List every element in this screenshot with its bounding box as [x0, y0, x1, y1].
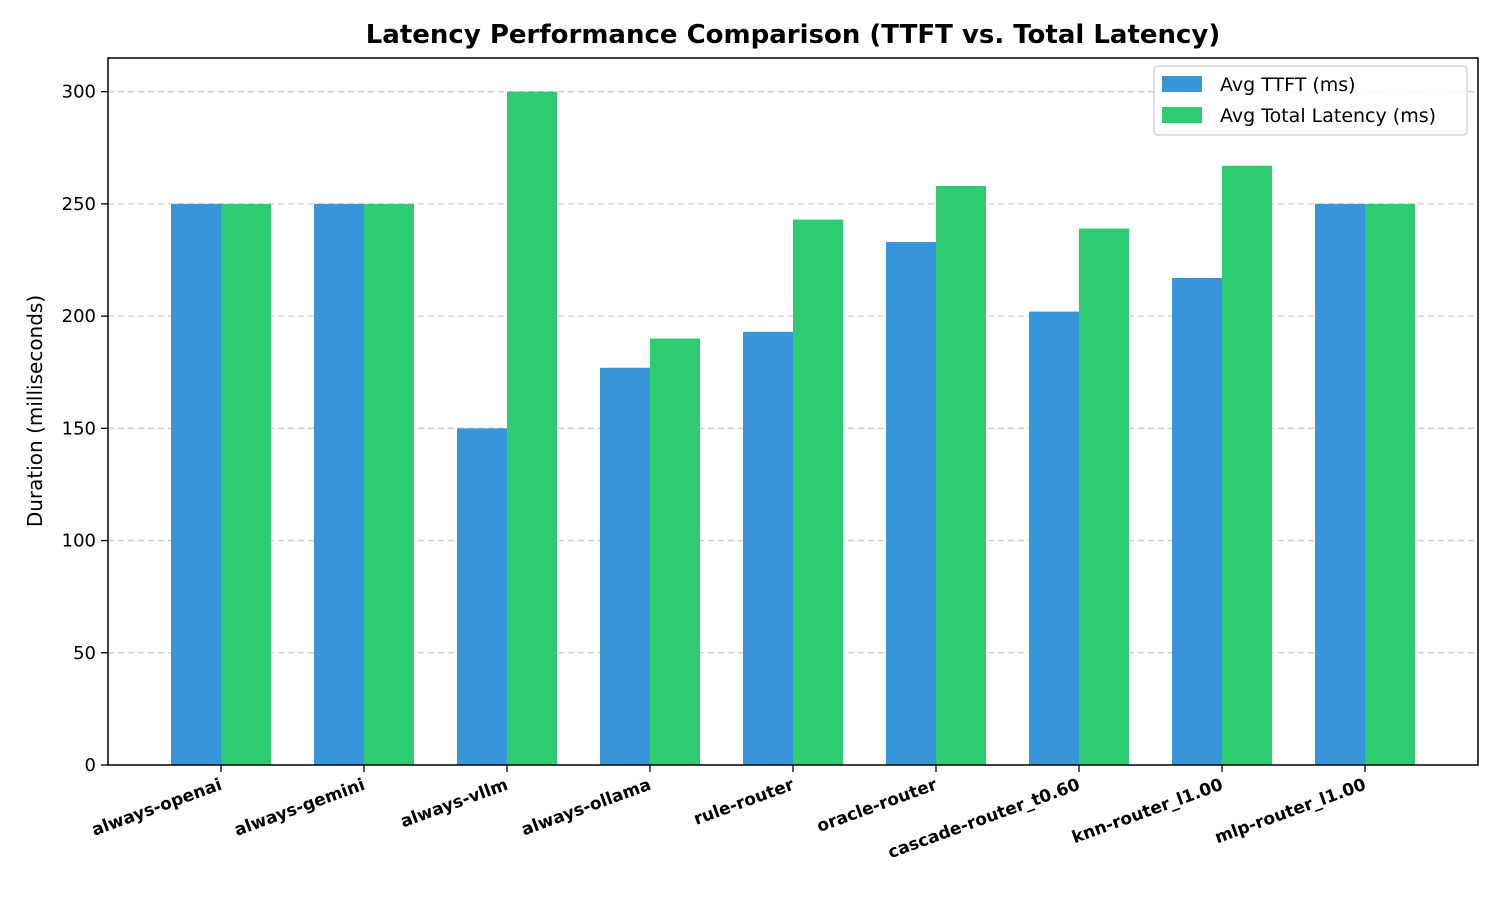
y-tick-label: 50: [73, 643, 96, 664]
bar-ttft: [600, 367, 650, 765]
legend-label-total-latency: Avg Total Latency (ms): [1220, 105, 1436, 127]
bar-ttft: [1315, 203, 1365, 765]
bar-total-latency: [936, 185, 986, 765]
bar-ttft: [171, 203, 221, 765]
y-tick-label: 0: [85, 755, 96, 776]
y-tick-label: 250: [62, 194, 96, 215]
legend-frame: [1153, 65, 1468, 136]
bar-total-latency: [1079, 228, 1129, 766]
x-tick-label: always-openai: [89, 775, 225, 841]
x-tick-label: always-vllm: [398, 775, 511, 832]
y-tick-label: 100: [62, 531, 96, 552]
x-tick-label: always-gemini: [232, 775, 368, 841]
x-axis-ticks: always-openai always-gemini always-vllm alw…: [89, 765, 1369, 863]
bar-ttft: [743, 331, 793, 765]
bar-total-latency: [364, 203, 414, 765]
bar-total-latency: [793, 219, 843, 766]
x-tick-label: always-ollama: [519, 775, 654, 840]
legend-label-ttft: Avg TTFT (ms): [1220, 74, 1356, 96]
bar-ttft: [457, 428, 507, 765]
bar-total-latency: [1365, 203, 1415, 765]
bar-total-latency: [507, 91, 557, 765]
x-tick-label: mlp-router_l1.00: [1212, 775, 1369, 848]
y-tick-label: 200: [62, 306, 96, 327]
bar-ttft: [886, 242, 936, 766]
legend-swatch-ttft: [1162, 76, 1202, 92]
y-tick-label: 300: [62, 82, 96, 103]
bars: [171, 91, 1415, 766]
bar-ttft: [314, 203, 364, 765]
bar-ttft: [1029, 311, 1079, 765]
x-tick-label: rule-router: [691, 775, 797, 830]
x-tick-label: oracle-router: [814, 775, 940, 837]
legend: Avg TTFT (ms) Avg Total Latency (ms): [1153, 65, 1468, 136]
y-tick-label: 150: [62, 418, 96, 439]
bar-total-latency: [650, 338, 700, 765]
y-axis-label: Duration (milliseconds): [23, 295, 47, 527]
bar-total-latency: [1222, 165, 1272, 765]
bar-total-latency: [221, 203, 271, 765]
legend-swatch-total-latency: [1162, 107, 1202, 123]
x-tick-label: knn-router_l1.00: [1069, 775, 1225, 848]
bar-ttft: [1172, 277, 1222, 765]
chart-title: Latency Performance Comparison (TTFT vs.…: [366, 20, 1221, 50]
y-axis-ticks: 0 50 100 150 200 250 300: [62, 82, 108, 776]
